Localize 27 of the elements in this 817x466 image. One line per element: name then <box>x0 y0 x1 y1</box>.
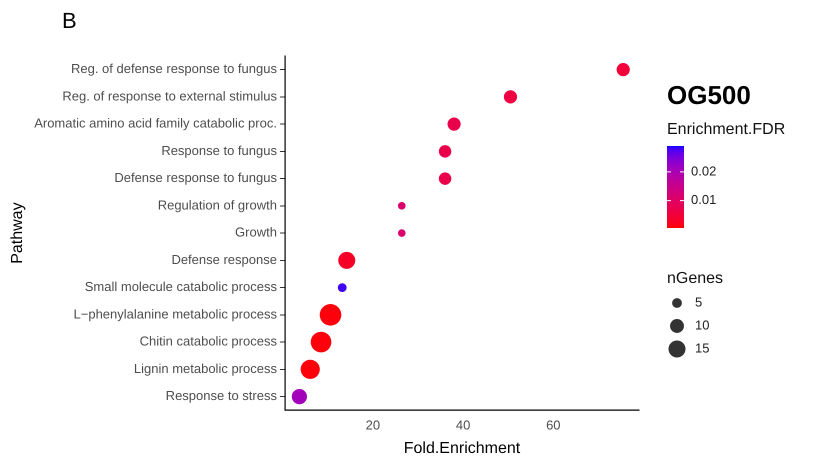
x-tick-label: 20 <box>366 418 380 433</box>
legend-label: 5 <box>695 294 702 310</box>
legend-title: nGenes <box>667 270 724 287</box>
legend-label: 15 <box>695 340 710 356</box>
color-bar-label: 0.01 <box>691 192 716 208</box>
x-tick-label: 60 <box>546 418 561 433</box>
text: B <box>62 8 77 33</box>
y-tick-label: Aromatic amino acid family catabolic proc. <box>34 116 277 131</box>
y-tick-label: Response to stress <box>166 388 278 404</box>
y-tick-label: Reg. of defense response to fungus <box>70 61 278 76</box>
y-tick-label: Small molecule catabolic process <box>84 279 278 294</box>
color-bar-label: 0.02 <box>691 163 716 178</box>
y-axis-title: Pathway <box>9 202 26 264</box>
y-tick-label: Defense response <box>171 252 277 267</box>
color-bar-title: Enrichment.FDR <box>667 121 786 138</box>
legend-label: 10 <box>695 318 710 333</box>
y-tick-label: Growth <box>235 224 277 240</box>
y-tick-label: Reg. of response to external stimulus <box>62 88 278 104</box>
y-tick-label: Defense response to fungus <box>114 170 278 186</box>
y-tick-label: L−phenylalanine metabolic process <box>74 306 278 322</box>
x-tick-label: 40 <box>456 418 470 433</box>
x-axis-title: Fold.Enrichment <box>404 440 521 457</box>
text: OG500 <box>667 80 751 110</box>
y-tick-label: Chitin catabolic process <box>140 334 278 349</box>
y-tick-label: Response to fungus <box>161 142 278 158</box>
y-tick-label: Lignin metabolic process <box>134 360 278 376</box>
y-tick-label: Regulation of growth <box>158 197 277 212</box>
